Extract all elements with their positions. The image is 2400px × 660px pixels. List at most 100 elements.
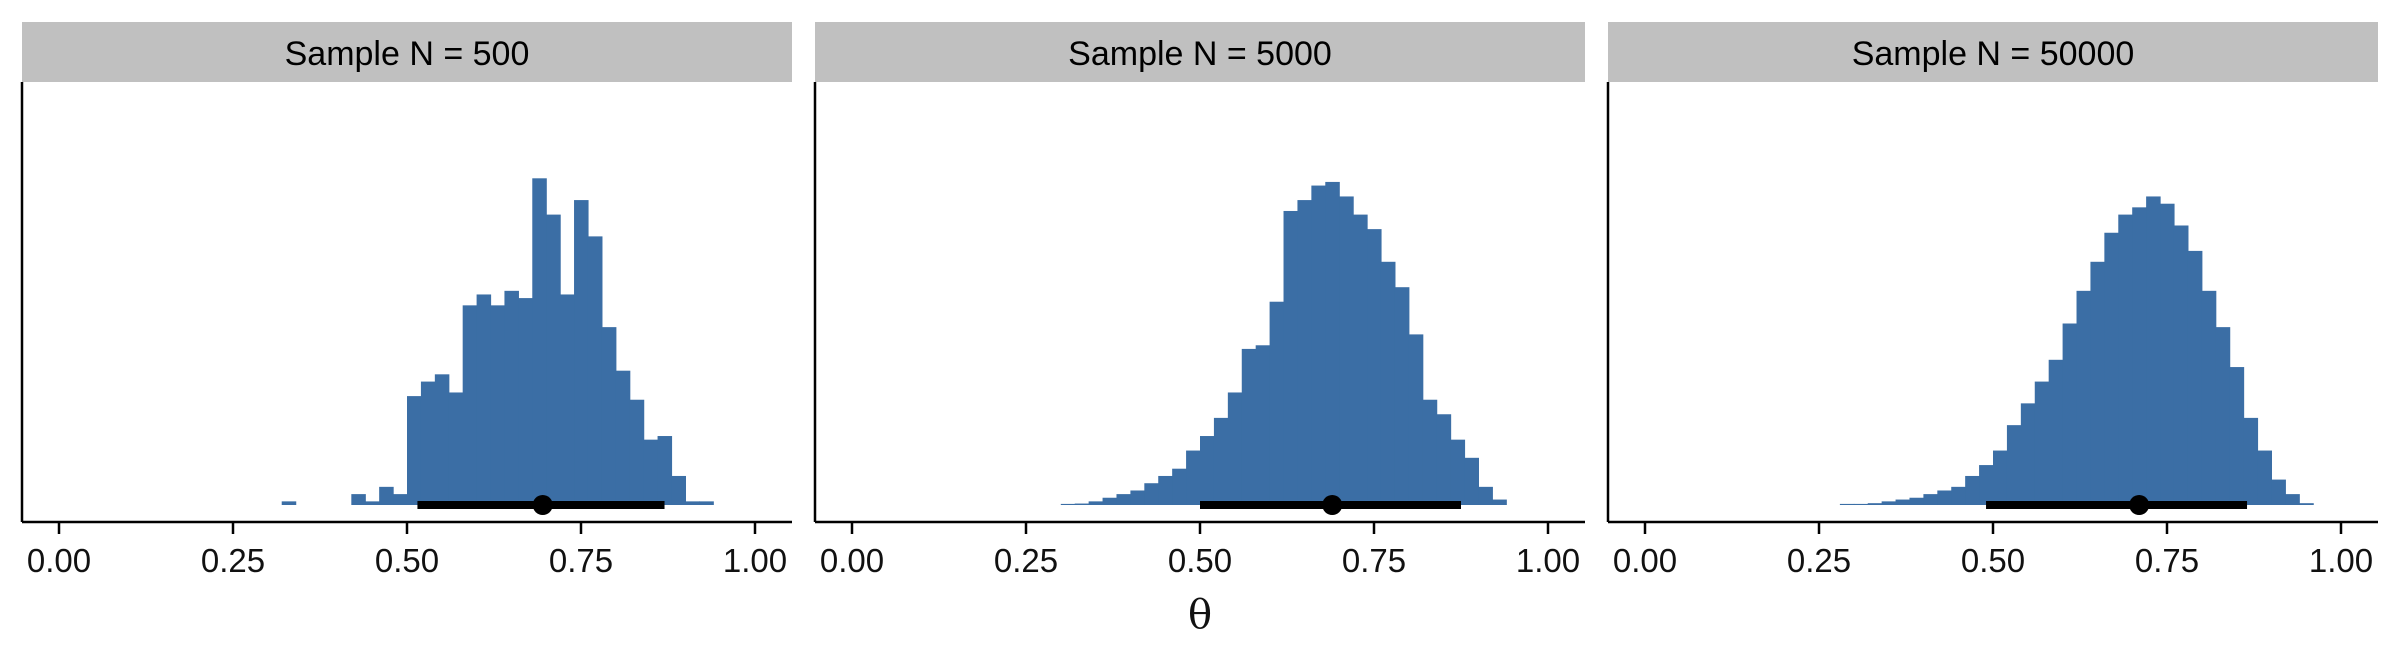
x-tick-label: 0.00 (1613, 542, 1677, 579)
histogram-bar (1394, 287, 1410, 505)
histogram-bar (281, 501, 297, 505)
histogram-bar (379, 486, 394, 505)
histogram-bar (1965, 475, 1980, 505)
histogram-bar (1380, 261, 1396, 505)
histogram-bar (1269, 301, 1285, 505)
x-tick-label: 0.75 (2135, 542, 2199, 579)
histogram-bar (448, 392, 464, 505)
x-tick-label: 1.00 (1516, 542, 1580, 579)
histogram-bar (1422, 399, 1438, 505)
histogram-bar (1186, 450, 1201, 505)
histogram-bar (1464, 457, 1479, 505)
histogram-bar (1325, 181, 1340, 505)
histogram-bar (546, 214, 561, 505)
histogram-bar (643, 439, 659, 505)
histogram-bar (1102, 497, 1118, 505)
x-tick-label: 1.00 (2309, 542, 2373, 579)
histogram-bar (1436, 414, 1452, 505)
x-tick-label: 0.75 (549, 542, 613, 579)
x-tick-label: 0.75 (1342, 542, 1406, 579)
histogram-bar (1478, 486, 1493, 505)
histogram-bar (1283, 210, 1299, 505)
facet-strip (22, 22, 792, 82)
histogram-bar (1200, 436, 1215, 505)
histogram-bar (1060, 503, 1076, 505)
histogram-bar (699, 501, 714, 505)
histogram-bar (1311, 185, 1326, 505)
histogram-bar (574, 200, 589, 505)
histogram-bar (1450, 439, 1466, 505)
histogram-bar (1144, 483, 1159, 505)
histogram-bar (2020, 403, 2036, 505)
histogram-bar (2187, 250, 2203, 505)
histogram-bar (1339, 196, 1354, 505)
histogram-bar (1909, 497, 1924, 505)
histogram-bar (2173, 225, 2189, 506)
histogram-bar (1227, 392, 1243, 505)
histogram-bar (1116, 494, 1131, 505)
histogram-bar (1241, 348, 1257, 505)
histogram-bar (2118, 214, 2133, 505)
x-tick-label: 0.50 (1168, 542, 1232, 579)
facet-strip-label: Sample N = 5000 (1068, 35, 1332, 73)
histogram-bar (1492, 499, 1507, 505)
histogram-bar (1297, 200, 1312, 505)
histogram-bar (2048, 359, 2064, 505)
histogram-bar (1130, 490, 1145, 505)
x-tick-label: 0.00 (820, 542, 884, 579)
facet-strip (1608, 22, 2378, 82)
histogram-bar (1408, 334, 1424, 505)
histogram-bar (560, 294, 575, 505)
histogram-bar (1937, 490, 1952, 505)
panel-2: Sample N = 5000 0.00 0.25 0.50 0.75 1.00 (813, 22, 1585, 579)
histogram-bar (2062, 323, 2078, 505)
x-axis-title: θ (1188, 592, 1212, 638)
histogram-bar (1895, 499, 1911, 505)
histogram-bar (1979, 465, 1994, 505)
histogram-bar (532, 178, 547, 506)
x-tick-label: 0.50 (375, 542, 439, 579)
histogram-bar (2257, 450, 2272, 505)
histogram-bar (2104, 232, 2119, 505)
histogram-bar (407, 396, 422, 505)
panel-3: Sample N = 50000 0.00 0.25 0.50 0.75 1.00 (1606, 22, 2378, 579)
histogram-bar (1074, 503, 1090, 505)
histogram-bar (393, 494, 408, 505)
histogram-bar (1951, 486, 1966, 505)
histogram-bar (351, 494, 366, 505)
panels: Sample N = 5000.00 0.25 0.50 0.75 1.00Sample… (20, 22, 2378, 579)
histogram-bar (1993, 450, 2008, 505)
histogram-bar (1881, 501, 1897, 505)
histogram-bar (1172, 468, 1187, 505)
histogram-bar (2285, 494, 2300, 505)
histogram-bar (365, 501, 380, 505)
histogram-bar (629, 399, 645, 505)
point-estimate (532, 495, 553, 515)
histogram-bar (615, 370, 631, 505)
histogram-bar (476, 294, 492, 505)
histogram-bar (1367, 229, 1382, 505)
histogram-bar (1839, 503, 1855, 505)
x-tick-label: 0.00 (27, 542, 91, 579)
histogram-bar (1353, 214, 1368, 505)
facet-strip (815, 22, 1585, 82)
histogram-bar (2229, 367, 2245, 505)
histogram-bar (657, 436, 673, 505)
histogram-bar (1213, 417, 1229, 505)
histogram-bar (2160, 203, 2175, 505)
histogram-bar (671, 475, 686, 505)
histogram-bar (2006, 425, 2022, 505)
facet-strip-label: Sample N = 50000 (1852, 35, 2135, 73)
histogram-bar (2146, 196, 2161, 505)
x-tick-label: 0.25 (201, 542, 265, 579)
histogram-bar (1255, 345, 1271, 505)
histogram-bar (2243, 417, 2259, 505)
histogram-bar (587, 236, 603, 505)
histogram-bar (1158, 475, 1173, 505)
histogram-bar (420, 381, 436, 505)
x-tick-label: 0.25 (1787, 542, 1851, 579)
histogram-bar (518, 298, 533, 505)
histogram-bar (2076, 290, 2092, 505)
x-tick-label: 0.25 (994, 542, 1058, 579)
